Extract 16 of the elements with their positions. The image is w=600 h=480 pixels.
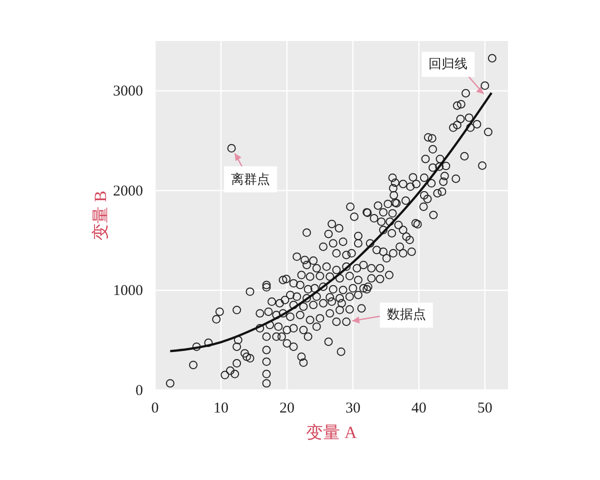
y-tick-label: 0	[136, 382, 143, 399]
x-tick-label: 50	[477, 400, 492, 417]
x-tick-label: 0	[151, 400, 159, 417]
line-series	[169, 92, 493, 352]
y-tick-label: 2000	[113, 183, 143, 200]
x-axis-title: 变量 A	[306, 423, 358, 442]
annotation: 数据点	[386, 308, 426, 323]
x-tick-label: 40	[411, 400, 426, 417]
y-axis-title: 变量 B	[91, 190, 110, 240]
x-tick-label: 10	[213, 400, 228, 417]
y-tick-label: 3000	[113, 84, 143, 100]
y-tick-label: 1000	[113, 283, 143, 300]
x-tick-label: 30	[345, 400, 360, 417]
x-tick-label: 20	[279, 400, 294, 417]
annotation: 回归线	[428, 56, 468, 72]
annotation: 离群点	[231, 171, 270, 188]
